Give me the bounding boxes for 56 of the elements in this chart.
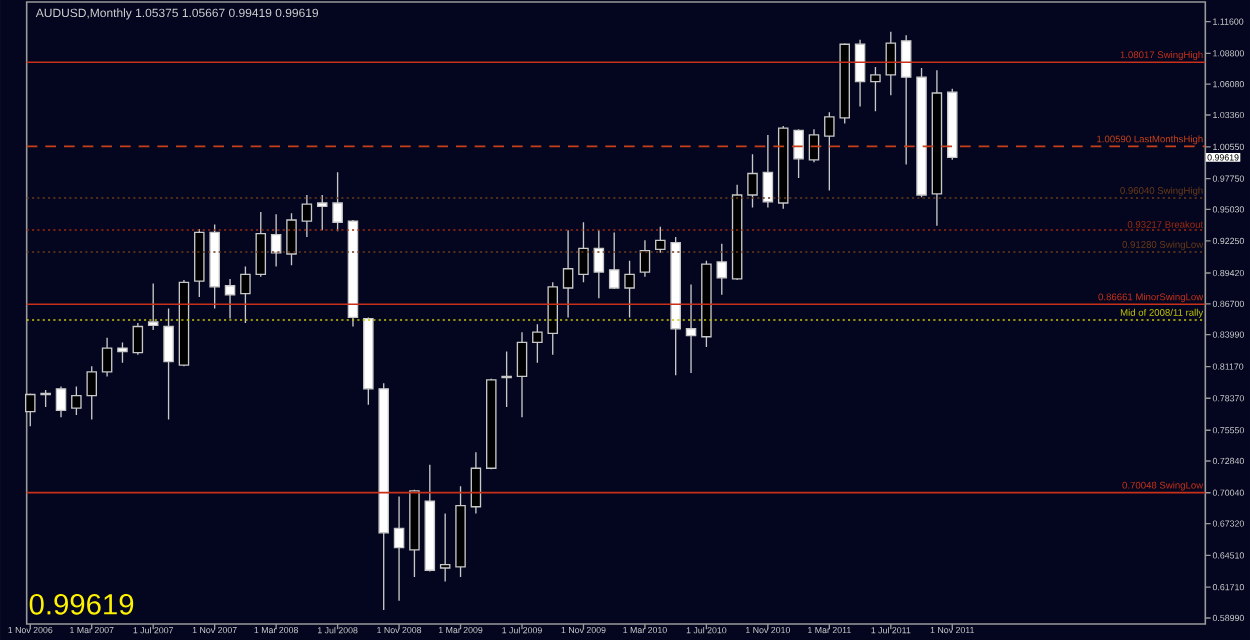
candlestick [793,128,804,179]
candlestick [286,212,297,266]
candlestick [532,323,543,364]
candlestick [593,229,605,299]
candlestick [163,307,174,421]
candlestick [701,260,712,348]
candlestick [808,128,820,163]
candlestick [132,322,144,356]
candlestick [639,239,651,278]
candlestick [455,485,466,578]
candlestick [270,213,282,268]
candlestick [224,278,236,320]
candlestick [363,316,374,406]
candlestick [762,134,774,209]
candlestick [870,66,881,112]
candlestick [194,228,205,298]
candlestick [946,88,958,161]
candlestick [486,378,497,471]
candlestick [824,111,835,192]
candlestick [301,194,313,238]
candlestick [685,283,697,374]
candlestick [916,67,927,198]
candlestick [332,171,343,232]
candlestick [655,226,666,254]
candlestick [255,211,267,278]
candlestick [409,489,420,578]
candlestick [547,281,559,356]
candlestick [71,385,82,416]
candlestick [393,495,405,602]
candlestick [240,265,251,324]
candlestick [777,125,789,210]
candlestick [608,231,620,290]
candlestick [670,236,681,376]
candlestick [716,243,728,296]
candlestick [347,219,359,328]
candlestick [839,42,850,125]
candlestick [24,392,36,427]
candlestick [378,382,389,611]
candlestick [86,365,98,421]
annotation: 0.99619 [29,593,134,615]
candlestick [424,464,436,573]
candlestick [316,194,328,231]
candlestick [178,279,190,367]
candlestick [747,153,758,209]
candlestick [931,69,943,227]
candlestick [731,184,743,281]
candlestick [117,341,128,364]
candlestick [516,331,528,418]
candlestick [101,337,113,378]
candlestick [55,385,67,418]
candlestick [562,229,574,319]
candlestick [624,260,635,319]
candlestick [854,39,866,108]
candlestick [470,451,482,515]
candlestick [578,221,589,283]
candlestick [209,223,220,310]
